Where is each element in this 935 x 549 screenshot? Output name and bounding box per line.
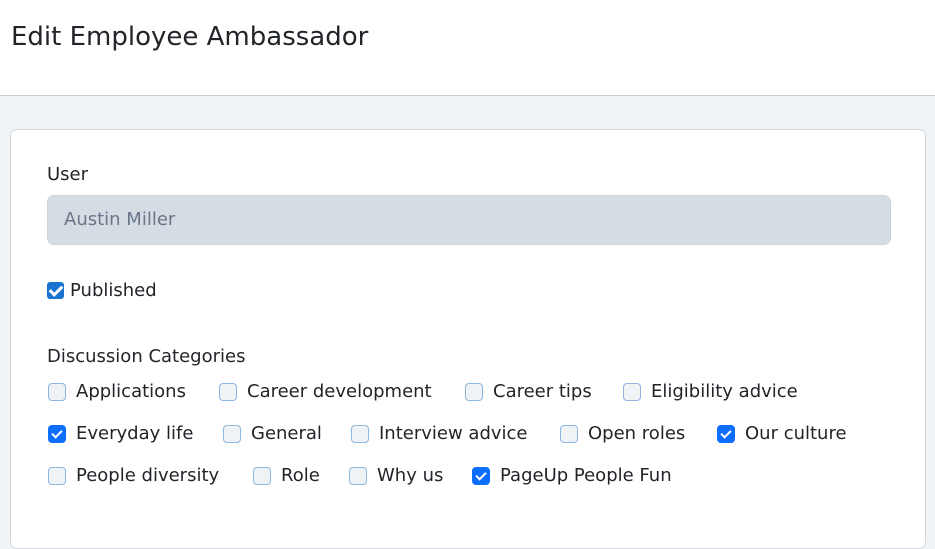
- unchecked-checkbox[interactable]: [465, 383, 483, 401]
- published-label[interactable]: Published: [70, 280, 157, 301]
- page-title: Edit Employee Ambassador: [11, 22, 369, 52]
- category-label[interactable]: Career tips: [493, 381, 592, 402]
- checked-checkbox[interactable]: [48, 425, 66, 443]
- form-card: User Austin Miller Published Discussion …: [10, 129, 926, 549]
- unchecked-checkbox[interactable]: [219, 383, 237, 401]
- checked-checkbox[interactable]: [717, 425, 735, 443]
- user-label: User: [47, 164, 89, 185]
- category-label[interactable]: Open roles: [588, 423, 686, 444]
- category-label[interactable]: General: [251, 423, 322, 444]
- unchecked-checkbox[interactable]: [48, 383, 66, 401]
- unchecked-checkbox[interactable]: [349, 467, 367, 485]
- checked-checkbox[interactable]: [472, 467, 490, 485]
- published-checkbox[interactable]: [47, 282, 64, 299]
- category-label[interactable]: Interview advice: [379, 423, 528, 444]
- user-input[interactable]: Austin Miller: [47, 195, 891, 245]
- category-label[interactable]: Eligibility advice: [651, 381, 798, 402]
- unchecked-checkbox[interactable]: [223, 425, 241, 443]
- category-label[interactable]: People diversity: [76, 465, 220, 486]
- category-label[interactable]: Our culture: [745, 423, 847, 444]
- unchecked-checkbox[interactable]: [351, 425, 369, 443]
- categories-label: Discussion Categories: [47, 346, 246, 367]
- category-label[interactable]: PageUp People Fun: [500, 465, 672, 486]
- category-label[interactable]: Career development: [247, 381, 432, 402]
- unchecked-checkbox[interactable]: [253, 467, 271, 485]
- unchecked-checkbox[interactable]: [623, 383, 641, 401]
- page-header: Edit Employee Ambassador: [0, 0, 935, 96]
- unchecked-checkbox[interactable]: [48, 467, 66, 485]
- category-label[interactable]: Applications: [76, 381, 186, 402]
- category-label[interactable]: Role: [281, 465, 320, 486]
- category-label[interactable]: Everyday life: [76, 423, 194, 444]
- unchecked-checkbox[interactable]: [560, 425, 578, 443]
- category-label[interactable]: Why us: [377, 465, 444, 486]
